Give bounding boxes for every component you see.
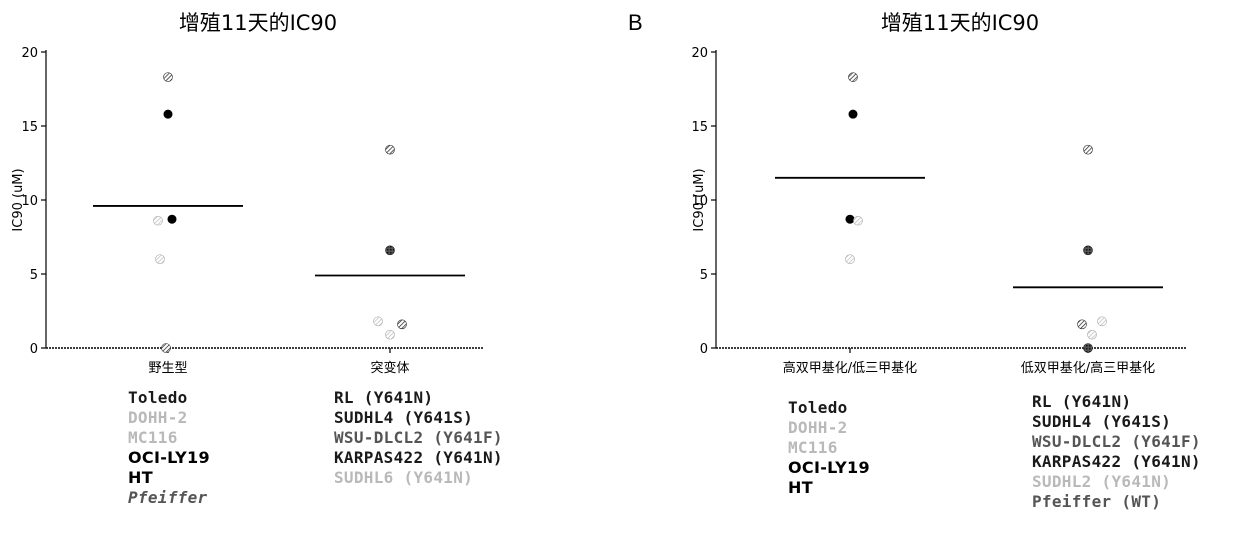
data-point: [1084, 246, 1093, 255]
chart-title: 增殖11天的IC90: [179, 11, 337, 35]
legend-entry: KARPAS422 (Y641N): [1032, 452, 1201, 472]
data-point: [846, 255, 855, 264]
data-point: [1088, 330, 1097, 339]
data-point: [386, 246, 395, 255]
data-point: [386, 145, 395, 154]
y-tick-label: 15: [691, 120, 708, 135]
data-point: [846, 215, 854, 223]
y-tick-label: 0: [700, 342, 708, 357]
legend-entry: Toledo: [788, 398, 870, 418]
legend-low-dimethyl: RL (Y641N)SUDHL4 (Y641S)WSU-DLCL2 (Y641F…: [1032, 392, 1201, 512]
panel-label: B: [628, 10, 643, 35]
x-tick-label: 低双甲基化/高三甲基化: [1021, 360, 1155, 376]
y-tick-label: 10: [21, 194, 38, 209]
legend-entry: KARPAS422 (Y641N): [334, 448, 503, 468]
legend-high-dimethyl: ToledoDOHH-2MC116OCI-LY19HT: [788, 398, 870, 498]
data-point: [1084, 344, 1093, 353]
legend-entry: RL (Y641N): [1032, 392, 1201, 412]
x-tick-label: 野生型: [148, 361, 187, 376]
legend-entry: SUDHL6 (Y641N): [334, 468, 503, 488]
y-tick-label: 5: [30, 268, 38, 283]
y-tick-label: 15: [21, 120, 38, 135]
legend-entry: SUDHL4 (Y641S): [334, 408, 503, 428]
data-point: [398, 320, 407, 329]
legend-entry: Pfeiffer (WT): [1032, 492, 1201, 512]
data-point: [1084, 145, 1093, 154]
legend-entry: DOHH-2: [128, 408, 210, 428]
y-tick-label: 0: [30, 342, 38, 357]
data-point: [1078, 320, 1087, 329]
legend-entry: RL (Y641N): [334, 388, 503, 408]
legend-entry: DOHH-2: [788, 418, 870, 438]
legend-entry: MC116: [788, 438, 870, 458]
y-tick-label: 20: [21, 46, 38, 61]
chart-panel-0: 增殖11天的IC90IC90 (uM)05101520野生型突变体: [11, 11, 484, 376]
legend-entry: WSU-DLCL2 (Y641F): [334, 428, 503, 448]
data-point: [374, 317, 383, 326]
data-point: [162, 344, 171, 353]
legend-wildtype: ToledoDOHH-2MC116OCI-LY19HTPfeiffer: [128, 388, 210, 508]
data-point: [849, 73, 858, 82]
chart-title: 增殖11天的IC90: [881, 11, 1039, 35]
y-tick-label: 20: [691, 46, 708, 61]
chart-panel-1: B增殖11天的IC90IC90 (uM)05101520高双甲基化/低三甲基化低…: [628, 10, 1186, 376]
data-point: [386, 330, 395, 339]
legend-entry: OCI-LY19: [128, 448, 210, 468]
legend-entry: SUDHL4 (Y641S): [1032, 412, 1201, 432]
data-point: [1098, 317, 1107, 326]
data-point: [154, 216, 163, 225]
legend-entry: WSU-DLCL2 (Y641F): [1032, 432, 1201, 452]
legend-entry: HT: [788, 478, 870, 498]
legend-entry: OCI-LY19: [788, 458, 870, 478]
x-tick-label: 高双甲基化/低三甲基化: [783, 360, 917, 376]
data-point: [168, 215, 176, 223]
data-point: [164, 110, 172, 118]
y-tick-label: 10: [691, 194, 708, 209]
legend-entry: HT: [128, 468, 210, 488]
x-tick-label: 突变体: [370, 360, 409, 376]
legend-entry: Toledo: [128, 388, 210, 408]
legend-entry: Pfeiffer: [128, 488, 210, 508]
data-point: [164, 73, 173, 82]
legend-entry: SUDHL2 (Y641N): [1032, 472, 1201, 492]
y-tick-label: 5: [700, 268, 708, 283]
legend-entry: MC116: [128, 428, 210, 448]
legend-mutant: RL (Y641N)SUDHL4 (Y641S)WSU-DLCL2 (Y641F…: [334, 388, 503, 488]
data-point: [849, 110, 857, 118]
data-point: [156, 255, 165, 264]
data-point: [854, 216, 863, 225]
